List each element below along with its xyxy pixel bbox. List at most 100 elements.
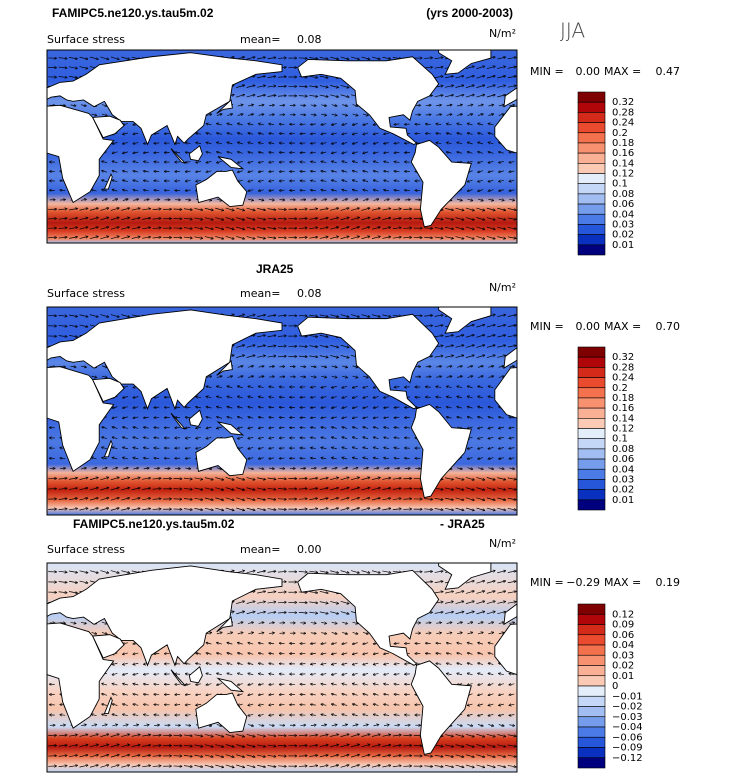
wind-arrow <box>424 58 432 59</box>
wind-arrow <box>342 152 348 153</box>
wind-arrow <box>488 124 494 125</box>
wind-arrow <box>123 161 128 162</box>
wind-arrow <box>257 226 265 229</box>
wind-arrow <box>310 105 316 106</box>
land <box>0 404 1 497</box>
wind-arrow <box>394 171 400 172</box>
wind-arrow <box>259 143 264 144</box>
wind-arrow <box>248 199 253 200</box>
wind-arrow <box>309 86 317 87</box>
wind-arrow <box>91 199 97 200</box>
land <box>641 670 655 686</box>
wind-arrow <box>392 209 401 210</box>
wind-arrow <box>79 56 88 59</box>
variable-name: Surface stress <box>47 543 125 556</box>
wind-arrow <box>58 209 67 210</box>
wind-arrow <box>468 161 473 162</box>
colorbar-box <box>577 112 606 123</box>
wind-arrow <box>362 199 368 200</box>
colorbar-box <box>577 644 606 656</box>
wind-arrow <box>509 190 515 191</box>
wind-arrow <box>133 133 139 134</box>
colorbar-box <box>577 193 606 205</box>
wind-arrow <box>100 56 108 59</box>
wind-arrow <box>238 142 243 143</box>
wind-arrow <box>258 114 264 115</box>
wind-arrow <box>144 162 149 163</box>
colorbar-box <box>577 173 606 184</box>
wind-arrow <box>269 133 275 134</box>
wind-arrow <box>445 226 453 229</box>
wind-arrow <box>351 56 359 59</box>
wind-arrow <box>384 190 390 191</box>
wind-arrow <box>332 180 337 181</box>
wind-arrow <box>69 66 77 68</box>
colorbar-box <box>577 613 606 625</box>
wind-arrow <box>352 105 358 106</box>
wind-arrow <box>133 180 139 181</box>
wind-arrow <box>277 58 286 59</box>
wind-arrow <box>186 162 191 163</box>
colorbar-box <box>577 91 606 103</box>
colorbar-box <box>577 654 606 666</box>
wind-arrow <box>455 226 464 229</box>
wind-arrow <box>465 217 474 220</box>
wind-arrow <box>227 114 232 115</box>
wind-arrow <box>236 85 244 88</box>
units: N/m² <box>489 281 516 294</box>
wind-arrow <box>434 67 443 68</box>
map-panel: JRA25 Surface stress mean= 0.08 N/m² MIN = 0.0… <box>0 262 680 516</box>
wind-arrow <box>154 653 160 654</box>
wind-arrow <box>321 171 327 172</box>
land <box>641 413 655 429</box>
wind-arrow <box>215 207 223 210</box>
wind-arrow <box>434 95 443 96</box>
wind-arrow <box>353 161 358 162</box>
colorbar-box <box>577 499 606 511</box>
colorbar-label: −0.12 <box>612 753 643 764</box>
wind-arrow <box>445 86 453 88</box>
wind-arrow <box>382 227 390 230</box>
wind-arrow <box>488 190 494 191</box>
colorbar-box <box>577 428 606 439</box>
wind-arrow <box>217 142 222 143</box>
panel-title-right: - JRA25 <box>440 517 485 531</box>
wind-arrow <box>394 181 400 182</box>
wind-arrow <box>259 161 264 162</box>
wind-arrow <box>154 143 160 144</box>
wind-arrow <box>112 180 118 181</box>
colorbar-box <box>577 203 606 215</box>
wind-arrow <box>248 124 254 125</box>
wind-arrow <box>58 228 67 229</box>
wind-arrow <box>342 190 348 191</box>
colorbar-box <box>577 736 606 748</box>
wind-arrow <box>206 124 212 125</box>
wind-arrow <box>69 218 77 220</box>
wind-arrow <box>204 226 213 229</box>
wind-arrow <box>509 105 514 106</box>
wind-arrow <box>456 105 462 106</box>
wind-arrow <box>424 228 432 229</box>
wind-arrow <box>424 67 432 68</box>
wind-arrow <box>154 427 160 428</box>
wind-arrow <box>227 133 233 134</box>
wind-arrow <box>363 142 369 143</box>
wind-arrow <box>363 133 369 134</box>
mean-value: 0.08 <box>297 33 322 46</box>
wind-arrow <box>309 95 317 96</box>
wind-arrow <box>340 94 349 97</box>
wind-arrow <box>362 114 368 115</box>
wind-arrow <box>352 114 358 115</box>
wind-arrow <box>374 142 379 143</box>
wind-arrow <box>133 171 139 172</box>
map <box>47 50 517 243</box>
land <box>0 301 21 333</box>
wind-arrow <box>468 123 473 124</box>
wind-arrow <box>332 190 337 191</box>
wind-arrow <box>353 133 358 134</box>
wind-arrow <box>445 76 453 79</box>
wind-arrow <box>143 199 149 200</box>
wind-arrow <box>269 190 275 191</box>
wind-arrow <box>384 180 390 181</box>
wind-arrow <box>246 57 255 60</box>
